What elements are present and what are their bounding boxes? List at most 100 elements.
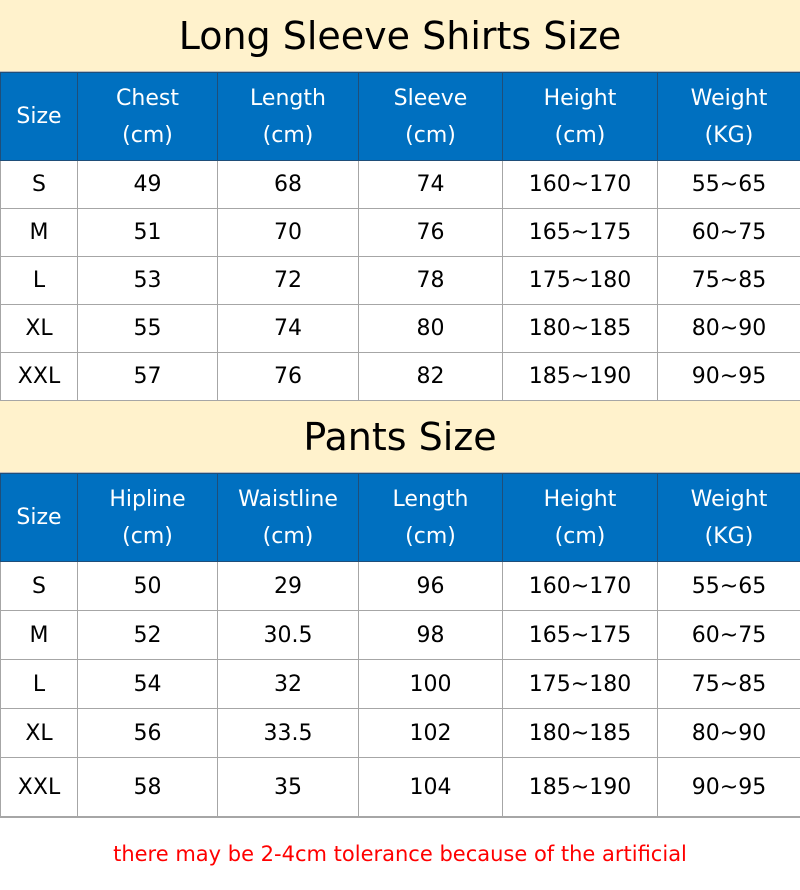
- shirts-title: Long Sleeve Shirts Size: [0, 0, 800, 72]
- value-cell: 185~190: [503, 758, 658, 817]
- value-cell: 75~85: [658, 660, 800, 709]
- column-header-label: Height: [503, 481, 657, 518]
- size-cell: S: [1, 161, 78, 209]
- value-cell: 29: [218, 562, 359, 611]
- column-header-label: Length: [359, 481, 502, 518]
- value-cell: 76: [218, 353, 359, 401]
- value-cell: 56: [78, 709, 218, 758]
- column-header-label: Length: [218, 80, 358, 117]
- value-cell: 74: [218, 305, 359, 353]
- column-header-label: Weight: [658, 80, 800, 117]
- column-header-label: Size: [1, 499, 77, 536]
- value-cell: 52: [78, 611, 218, 660]
- column-header: Chest(cm): [78, 73, 218, 161]
- column-header: Size: [1, 474, 78, 562]
- value-cell: 80: [359, 305, 503, 353]
- column-header-label: Size: [1, 98, 77, 135]
- value-cell: 54: [78, 660, 218, 709]
- value-cell: 60~75: [658, 209, 800, 257]
- value-cell: 55~65: [658, 562, 800, 611]
- size-cell: L: [1, 660, 78, 709]
- column-header: Waistline(cm): [218, 474, 359, 562]
- value-cell: 180~185: [503, 709, 658, 758]
- value-cell: 90~95: [658, 758, 800, 817]
- value-cell: 90~95: [658, 353, 800, 401]
- size-cell: XXL: [1, 758, 78, 817]
- value-cell: 58: [78, 758, 218, 817]
- value-cell: 160~170: [503, 161, 658, 209]
- column-header-unit: (cm): [359, 117, 502, 154]
- column-header-label: Chest: [78, 80, 217, 117]
- value-cell: 165~175: [503, 611, 658, 660]
- value-cell: 57: [78, 353, 218, 401]
- size-cell: L: [1, 257, 78, 305]
- value-cell: 160~170: [503, 562, 658, 611]
- value-cell: 60~75: [658, 611, 800, 660]
- value-cell: 74: [359, 161, 503, 209]
- value-cell: 35: [218, 758, 359, 817]
- value-cell: 98: [359, 611, 503, 660]
- column-header-label: Weight: [658, 481, 800, 518]
- tolerance-note: there may be 2-4cm tolerance because of …: [0, 817, 800, 890]
- value-cell: 49: [78, 161, 218, 209]
- column-header: Weight(KG): [658, 73, 800, 161]
- column-header-label: Sleeve: [359, 80, 502, 117]
- column-header: Weight(KG): [658, 474, 800, 562]
- value-cell: 68: [218, 161, 359, 209]
- column-header-unit: (KG): [658, 518, 800, 555]
- column-header-unit: (cm): [218, 518, 358, 555]
- value-cell: 100: [359, 660, 503, 709]
- size-cell: M: [1, 209, 78, 257]
- value-cell: 102: [359, 709, 503, 758]
- value-cell: 33.5: [218, 709, 359, 758]
- column-header-unit: (cm): [503, 117, 657, 154]
- size-cell: XL: [1, 709, 78, 758]
- value-cell: 96: [359, 562, 503, 611]
- pants-title: Pants Size: [0, 401, 800, 473]
- value-cell: 55: [78, 305, 218, 353]
- value-cell: 82: [359, 353, 503, 401]
- value-cell: 80~90: [658, 709, 800, 758]
- column-header-unit: (KG): [658, 117, 800, 154]
- value-cell: 165~175: [503, 209, 658, 257]
- value-cell: 55~65: [658, 161, 800, 209]
- value-cell: 76: [359, 209, 503, 257]
- value-cell: 80~90: [658, 305, 800, 353]
- column-header-unit: (cm): [359, 518, 502, 555]
- column-header-unit: (cm): [218, 117, 358, 154]
- value-cell: 30.5: [218, 611, 359, 660]
- value-cell: 53: [78, 257, 218, 305]
- column-header-unit: (cm): [78, 117, 217, 154]
- column-header-label: Height: [503, 80, 657, 117]
- column-header: Length(cm): [218, 73, 359, 161]
- value-cell: 78: [359, 257, 503, 305]
- value-cell: 175~180: [503, 257, 658, 305]
- size-cell: XXL: [1, 353, 78, 401]
- column-header-label: Hipline: [78, 481, 217, 518]
- size-cell: M: [1, 611, 78, 660]
- value-cell: 75~85: [658, 257, 800, 305]
- column-header-unit: (cm): [78, 518, 217, 555]
- column-header: Length(cm): [359, 474, 503, 562]
- column-header-unit: (cm): [503, 518, 657, 555]
- value-cell: 185~190: [503, 353, 658, 401]
- column-header-label: Waistline: [218, 481, 358, 518]
- value-cell: 175~180: [503, 660, 658, 709]
- column-header: Sleeve(cm): [359, 73, 503, 161]
- size-cell: S: [1, 562, 78, 611]
- column-header: Height(cm): [503, 73, 658, 161]
- size-cell: XL: [1, 305, 78, 353]
